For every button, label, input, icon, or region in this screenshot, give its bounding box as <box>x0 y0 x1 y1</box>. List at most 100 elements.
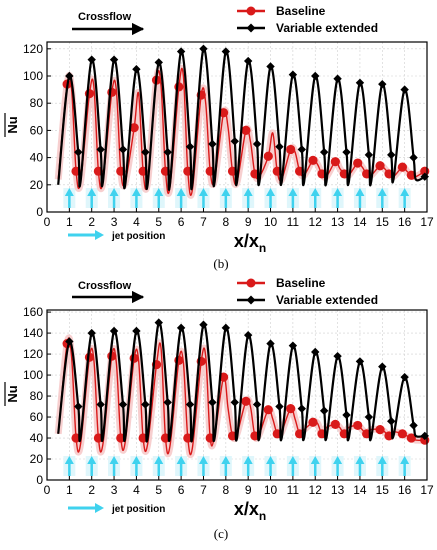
baseline-point <box>241 125 251 135</box>
variable-point <box>319 147 329 157</box>
variable-point <box>163 398 172 407</box>
x-tick-label: 7 <box>200 483 207 497</box>
jet-markers <box>63 456 411 476</box>
variable-point <box>252 139 262 149</box>
jet-arrow-head <box>243 456 253 464</box>
variable-point <box>252 400 262 409</box>
jet-arrow-head <box>400 456 410 464</box>
variable-point <box>74 402 83 411</box>
variable-point <box>118 145 128 154</box>
jet-legend-label: jet position <box>111 231 165 242</box>
baseline-point <box>330 419 340 429</box>
jet-arrow-head <box>176 188 186 196</box>
panel-caption-c: (c) <box>214 526 228 541</box>
y-tick-label: 0 <box>36 473 43 487</box>
y-axis-label-text: Nu <box>5 116 20 133</box>
legend-variable-marker <box>246 23 256 33</box>
x-tick-label: 4 <box>133 215 140 229</box>
variable-point <box>243 330 253 340</box>
baseline-point <box>107 87 117 97</box>
variable-point <box>118 400 128 409</box>
variable-point <box>364 150 374 160</box>
baseline-point <box>375 425 385 435</box>
variable-point <box>185 400 195 409</box>
legend-variable-marker <box>246 295 256 305</box>
panel-caption-b: (b) <box>213 256 228 271</box>
legend-baseline-label: Baseline <box>276 276 326 290</box>
y-axis-label: Nu <box>4 113 20 137</box>
variable-point <box>154 318 163 327</box>
jet-arrow-head <box>131 456 141 464</box>
baseline-point <box>397 162 408 172</box>
x-axis-label-sub: n <box>259 241 266 255</box>
jet-arrow-head <box>154 188 164 196</box>
variable-point <box>87 328 96 338</box>
x-tick-label: 13 <box>331 215 345 229</box>
x-tick-label: 11 <box>287 483 300 497</box>
jet-arrow-head <box>221 456 231 464</box>
baseline-point <box>241 396 251 406</box>
y-axis-label: Nu <box>4 382 20 406</box>
x-tick-label: 14 <box>353 215 367 229</box>
variable-point <box>342 410 351 420</box>
jet-legend-arrowhead <box>95 230 104 240</box>
x-tick-label: 0 <box>44 215 51 229</box>
baseline-point <box>174 82 184 92</box>
variable-point <box>109 55 119 64</box>
jet-arrow-head <box>377 188 387 196</box>
x-tick-label: 9 <box>245 483 252 497</box>
x-tick-label: 15 <box>376 215 390 229</box>
jet-legend-arrowhead <box>95 503 104 513</box>
jet-arrow-head <box>131 188 141 196</box>
variable-point <box>297 404 307 413</box>
x-tick-label: 1 <box>66 483 73 497</box>
variable-point <box>355 78 365 87</box>
x-tick-label: 8 <box>222 215 229 229</box>
jet-arrow-head <box>87 188 97 196</box>
baseline-point <box>330 157 340 167</box>
baseline-point <box>353 158 363 168</box>
baseline-point <box>353 420 363 431</box>
jet-arrow-head <box>243 188 253 196</box>
variable-point <box>96 145 105 154</box>
jet-arrow-head <box>333 188 343 196</box>
x-tick-label: 8 <box>222 483 229 497</box>
variable-point <box>319 406 329 415</box>
variable-point <box>409 421 418 430</box>
plot-frame <box>46 309 428 481</box>
x-tick-label: 5 <box>155 483 162 497</box>
jet-arrow-head <box>310 188 320 196</box>
plot-area <box>47 310 427 480</box>
x-tick-label: 4 <box>133 483 140 497</box>
variable-point <box>311 347 320 357</box>
jet-arrow-head <box>400 188 410 196</box>
variable-point <box>230 398 239 407</box>
crossflow-label: Crossflow <box>78 280 132 292</box>
y-tick-label: 120 <box>23 42 43 56</box>
jet-arrow-head <box>288 188 298 196</box>
x-axis-label-main: x/x <box>234 231 259 251</box>
x-tick-label: 0 <box>44 483 51 497</box>
variable-point <box>297 145 307 154</box>
x-tick-label: 10 <box>264 483 278 497</box>
y-tick-label: 160 <box>23 305 43 319</box>
x-tick-label: 2 <box>88 215 95 229</box>
x-tick-label: 17 <box>420 215 434 229</box>
x-tick-label: 14 <box>353 483 367 497</box>
baseline-point <box>263 405 273 415</box>
crossflow-label: Crossflow <box>78 11 132 23</box>
variable-point <box>400 85 409 94</box>
jet-arrow-head <box>64 188 74 196</box>
variable-point <box>176 47 186 56</box>
x-tick-label: 16 <box>398 483 412 497</box>
variable-point <box>132 326 141 336</box>
legend-variable-label: Variable extended <box>276 293 378 307</box>
variable-point <box>243 56 253 66</box>
variable-point <box>387 417 396 426</box>
jet-arrow-head <box>310 456 320 464</box>
x-tick-label: 12 <box>309 215 323 229</box>
variable-point <box>342 147 351 157</box>
variable-point <box>288 341 298 350</box>
x-tick-label: 17 <box>420 483 434 497</box>
jet-arrow-head <box>198 456 208 464</box>
